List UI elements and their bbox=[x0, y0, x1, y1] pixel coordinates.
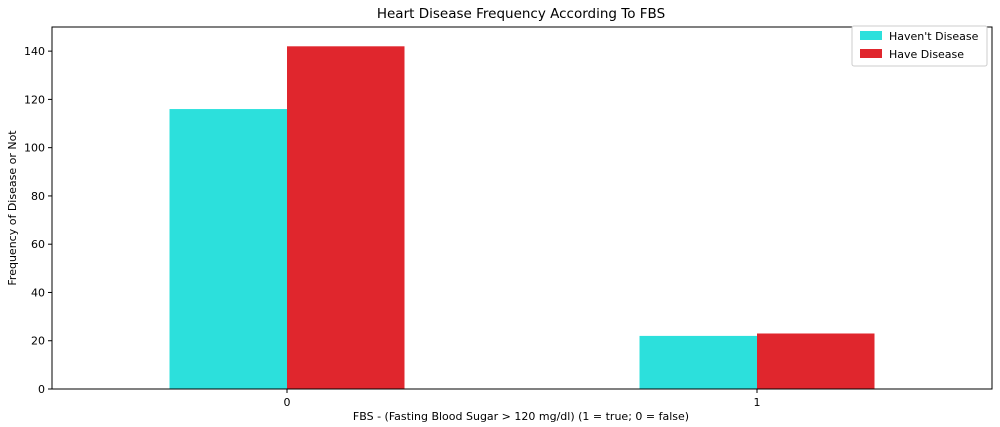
x-tick-label: 0 bbox=[284, 396, 291, 409]
bars-layer bbox=[169, 46, 875, 389]
y-tick-label: 120 bbox=[24, 93, 45, 106]
y-tick-label: 0 bbox=[38, 383, 45, 396]
legend-swatch-have-disease bbox=[860, 49, 882, 58]
legend-swatch-havent-disease bbox=[860, 31, 882, 40]
y-tick-label: 140 bbox=[24, 45, 45, 58]
bar-have-disease-fbs-1 bbox=[757, 333, 875, 389]
y-tick-label: 80 bbox=[31, 190, 45, 203]
y-tick-label: 60 bbox=[31, 238, 45, 251]
x-axis-title: FBS - (Fasting Blood Sugar > 120 mg/dl) … bbox=[353, 410, 689, 423]
y-tick-label: 40 bbox=[31, 286, 45, 299]
legend-label-have-disease: Have Disease bbox=[889, 48, 964, 61]
bar-haven-t-disease-fbs-0 bbox=[169, 109, 287, 389]
y-tick-label: 100 bbox=[24, 142, 45, 155]
y-tick-label: 20 bbox=[31, 335, 45, 348]
y-axis: 0 20 40 60 80 100 120 140 bbox=[24, 45, 52, 396]
x-tick-label: 1 bbox=[754, 396, 761, 409]
plot-area-frame bbox=[51, 26, 993, 390]
legend-label-havent-disease: Haven't Disease bbox=[889, 30, 979, 43]
legend: Haven't Disease Have Disease bbox=[851, 25, 988, 67]
bar-have-disease-fbs-0 bbox=[287, 46, 405, 389]
bar-haven-t-disease-fbs-1 bbox=[639, 335, 757, 389]
y-axis-title: Frequency of Disease or Not bbox=[6, 130, 19, 286]
legend-box bbox=[851, 25, 988, 67]
chart-title: Heart Disease Frequency According To FBS bbox=[377, 6, 665, 22]
